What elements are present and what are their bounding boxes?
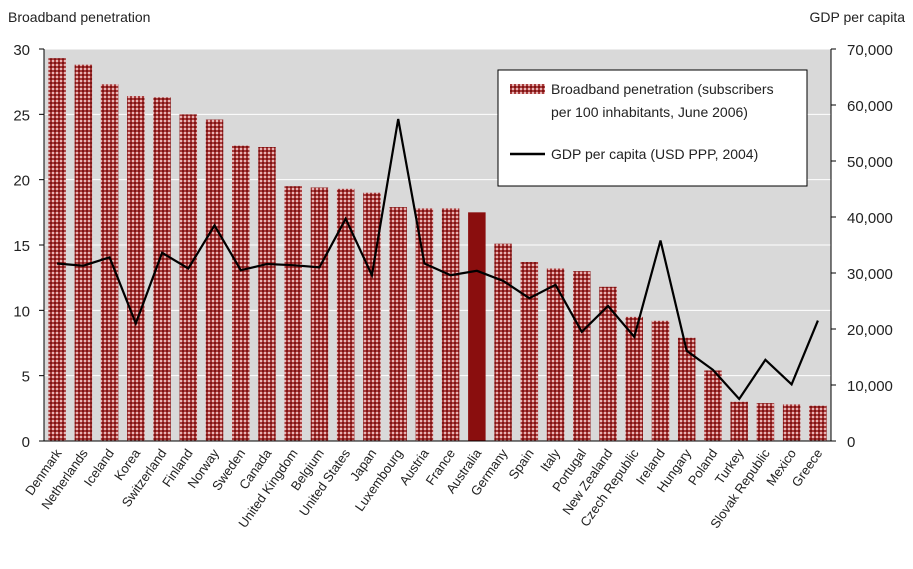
left-tick-label: 25 bbox=[13, 107, 30, 124]
gridlines bbox=[44, 48, 831, 377]
line-series bbox=[57, 118, 819, 401]
bar bbox=[48, 58, 66, 441]
right-tick-label: 60,000 bbox=[847, 98, 893, 115]
bar bbox=[546, 268, 565, 441]
left-tick-label: 30 bbox=[13, 42, 30, 59]
legend-box bbox=[497, 69, 808, 187]
legend-bar-swatch bbox=[510, 84, 545, 94]
right-tick-label: 40,000 bbox=[847, 210, 893, 227]
bar bbox=[153, 97, 171, 441]
bar bbox=[179, 114, 198, 441]
right-tick-label: 50,000 bbox=[847, 154, 893, 171]
bar bbox=[415, 208, 434, 441]
left-axis-ticks: 0 5 10 15 20 25 30 bbox=[13, 42, 44, 451]
bar-series bbox=[48, 58, 827, 442]
bar bbox=[310, 187, 329, 441]
right-tick-label: 0 bbox=[847, 434, 855, 451]
right-axis-ticks: 0 10,000 20,000 30,000 40,000 50,000 60,000 70,… bbox=[831, 42, 893, 451]
bar bbox=[651, 320, 670, 441]
legend: Broadband penetration (subscribers per 1… bbox=[497, 69, 808, 187]
bar bbox=[258, 147, 276, 441]
right-tick-label: 20,000 bbox=[847, 322, 893, 339]
category-label: Spain bbox=[505, 446, 536, 482]
bar bbox=[677, 337, 696, 441]
category-labels: DenmarkNetherlandsIcelandKoreaSwitzerlan… bbox=[22, 445, 825, 531]
bar bbox=[100, 84, 119, 441]
left-tick-label: 0 bbox=[22, 434, 30, 451]
bar bbox=[336, 188, 355, 441]
left-axis-title: Broadband penetration bbox=[8, 9, 150, 25]
bar bbox=[520, 261, 539, 441]
bar bbox=[441, 208, 460, 441]
bar bbox=[730, 401, 748, 441]
left-tick-label: 10 bbox=[13, 303, 30, 320]
legend-line-label: GDP per capita (USD PPP, 2004) bbox=[551, 146, 758, 162]
left-tick-label: 5 bbox=[22, 369, 30, 386]
bar bbox=[494, 243, 512, 441]
bar bbox=[74, 64, 93, 442]
bar bbox=[782, 404, 801, 441]
bar bbox=[625, 316, 643, 441]
bar bbox=[205, 119, 224, 441]
left-tick-label: 20 bbox=[13, 173, 30, 190]
bar bbox=[127, 96, 145, 441]
bar bbox=[363, 192, 381, 441]
bar bbox=[389, 207, 407, 441]
right-axis-title: GDP per capita bbox=[810, 9, 906, 25]
legend-bar-label-line1: Broadband penetration (subscribers bbox=[551, 81, 774, 97]
right-tick-label: 70,000 bbox=[847, 42, 893, 59]
gdp-line bbox=[57, 118, 819, 401]
bar bbox=[232, 145, 250, 441]
legend-bar-label-line2: per 100 inhabitants, June 2006) bbox=[551, 104, 748, 120]
bar bbox=[468, 212, 486, 441]
bar bbox=[756, 403, 775, 441]
bar bbox=[809, 405, 827, 441]
bar bbox=[284, 186, 302, 441]
left-tick-label: 15 bbox=[13, 238, 30, 255]
bar bbox=[704, 370, 722, 441]
right-tick-label: 30,000 bbox=[847, 266, 893, 283]
bar bbox=[573, 271, 591, 441]
bar bbox=[599, 286, 617, 441]
right-tick-label: 10,000 bbox=[847, 378, 893, 395]
